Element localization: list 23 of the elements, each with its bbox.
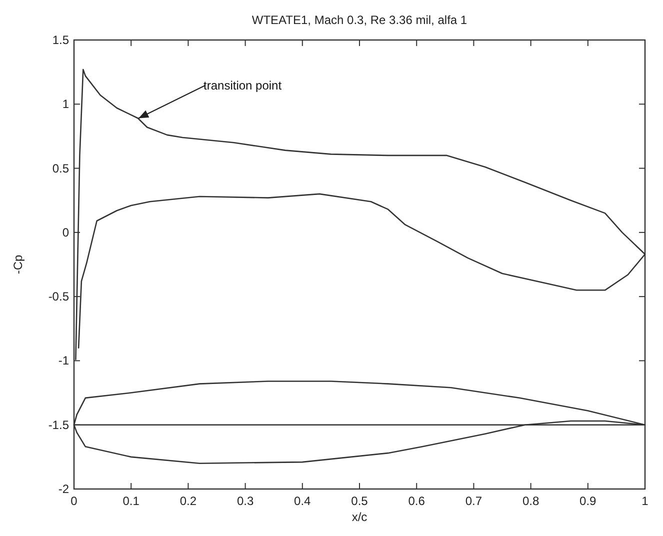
chart-title: WTEATE1, Mach 0.3, Re 3.36 mil, alfa 1: [252, 13, 468, 27]
x-tick-label: 0.8: [522, 494, 540, 508]
y-tick-label: 1: [62, 97, 70, 112]
x-tick-label: 0.5: [351, 494, 368, 508]
x-tick-label: 0.1: [122, 494, 140, 508]
y-axis-title: -Cp: [11, 254, 25, 274]
y-tick-label: -1.5: [48, 418, 70, 432]
annotation: transition point: [204, 78, 282, 92]
x-tick-label: 0.4: [294, 494, 312, 508]
x-axis-title: x/c: [352, 510, 368, 524]
y-tick-label: -0.5: [48, 290, 70, 304]
x-tick-label: 1: [642, 494, 649, 508]
x-tick-label: 0.3: [236, 494, 254, 508]
x-tick-label: 0.7: [465, 494, 482, 508]
x-tick-label: 0.9: [580, 494, 597, 508]
y-tick-label: -2: [58, 482, 70, 496]
y-tick-label: 0: [62, 225, 70, 240]
y-tick-label: 0.5: [52, 161, 70, 176]
y-tick-label: 1.5: [52, 33, 70, 47]
x-tick-label: 0: [70, 494, 78, 508]
y-tick-label: -1: [58, 354, 70, 368]
x-tick-label: 0.6: [408, 494, 426, 508]
x-tick-label: 0.2: [180, 494, 197, 508]
